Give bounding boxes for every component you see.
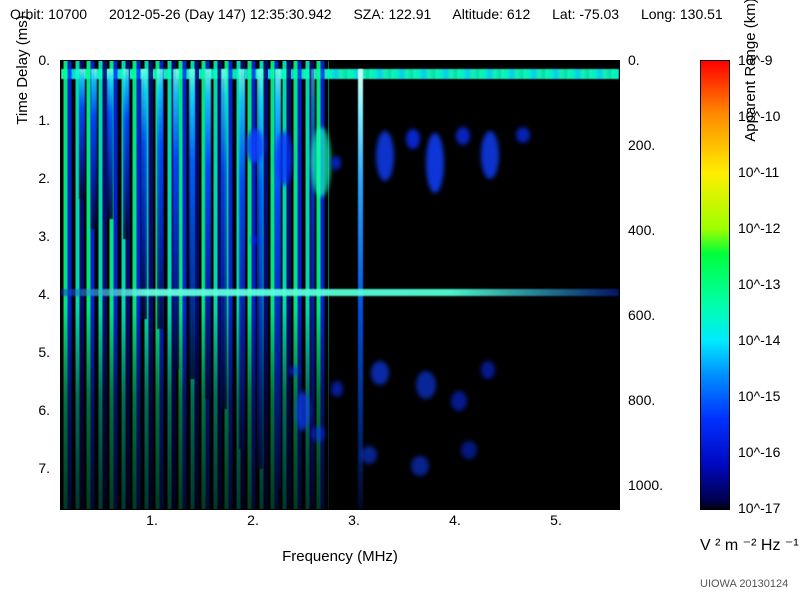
y-axis-ticks-right: 0. 200. 400. 600. 800. 1000. — [622, 60, 682, 510]
vertical-emission-line — [189, 69, 195, 379]
y-tick-label: 2. — [38, 170, 50, 186]
colorbar-tick: 10^-13 — [738, 276, 780, 292]
x-tick-label: 3. — [348, 512, 360, 528]
colorbar-tick: 10^-16 — [738, 444, 780, 460]
noise-blob — [276, 131, 292, 186]
y-tick-label-right: 200. — [628, 137, 655, 153]
noise-blob — [461, 441, 477, 459]
noise-blob — [426, 133, 444, 193]
noise-blob — [311, 127, 331, 197]
y-tick-label-right: 1000. — [628, 477, 663, 493]
vertical-emission-line — [123, 69, 129, 239]
vertical-emission-line — [107, 69, 113, 219]
x-tick-label: 1. — [146, 512, 158, 528]
vertical-emission-line — [221, 69, 227, 409]
x-tick-label: 5. — [550, 512, 562, 528]
y-tick-label-right: 600. — [628, 307, 655, 323]
colorbar[interactable]: 10^-9 10^-10 10^-11 10^-12 10^-13 10^-14… — [700, 60, 730, 510]
noise-blob — [331, 156, 341, 170]
colorbar-tick: 10^-11 — [738, 164, 779, 180]
attribution-label: UIOWA 20130124 — [700, 578, 788, 590]
noise-blob — [516, 127, 530, 143]
noise-blob — [311, 426, 325, 442]
noise-blob — [246, 129, 264, 163]
altitude-label: Altitude: 612 — [452, 6, 530, 22]
y-tick-label: 0. — [38, 52, 50, 68]
x-tick-label: 4. — [449, 512, 461, 528]
long-label: Long: 130.51 — [641, 6, 723, 22]
vertical-emission-line — [173, 69, 179, 369]
x-tick-label: 2. — [247, 512, 259, 528]
colorbar-tick: 10^-15 — [738, 388, 780, 404]
header-info-bar: Orbit: 10700 2012-05-26 (Day 147) 12:35:… — [10, 6, 790, 24]
y-tick-label: 6. — [38, 402, 50, 418]
y-tick-label-right: 400. — [628, 222, 655, 238]
vertical-emission-line — [79, 69, 85, 199]
y-tick-label: 7. — [38, 460, 50, 476]
colorbar-gradient — [700, 60, 730, 510]
y-axis-ticks-left: 0. 1. 2. 3. 4. 5. 6. 7. — [0, 60, 56, 510]
noise-blob — [481, 361, 495, 379]
vertical-emission-line — [205, 69, 211, 399]
colorbar-tick: 10^-14 — [738, 332, 780, 348]
noise-blob — [481, 131, 499, 179]
y-tick-label-right: 0. — [628, 52, 640, 68]
y-tick-label: 5. — [38, 344, 50, 360]
colorbar-tick-labels: 10^-9 10^-10 10^-11 10^-12 10^-13 10^-14… — [730, 60, 780, 510]
noise-blob — [296, 391, 310, 431]
lat-label: Lat: -75.03 — [552, 6, 619, 22]
noise-blob — [361, 446, 377, 464]
noise-blob — [416, 371, 436, 399]
noise-blob — [456, 127, 470, 145]
vertical-emission-line — [91, 69, 97, 229]
x-axis-title: Frequency (MHz) — [60, 548, 620, 565]
noise-blob — [251, 236, 259, 244]
ionogram-heatmap[interactable] — [60, 60, 620, 510]
vertical-emission-line — [141, 69, 147, 319]
noise-blob — [331, 381, 343, 397]
x-axis-ticks: 1. 2. 3. 4. 5. — [60, 510, 620, 530]
y-tick-label: 1. — [38, 112, 50, 128]
vertical-emission-line — [239, 69, 245, 449]
noise-blob — [376, 131, 394, 181]
noise-blob — [406, 129, 420, 149]
sza-label: SZA: 122.91 — [353, 6, 431, 22]
spectrogram-canvas — [61, 61, 619, 509]
colorbar-tick: 10^-10 — [738, 108, 780, 124]
horizontal-echo-line — [61, 289, 619, 296]
y-tick-label: 4. — [38, 286, 50, 302]
date-label: 2012-05-26 (Day 147) 12:35:30.942 — [109, 6, 332, 22]
noise-blob — [289, 366, 299, 376]
colorbar-tick: 10^-9 — [738, 52, 773, 68]
colorbar-tick: 10^-17 — [738, 500, 780, 516]
colorbar-tick: 10^-12 — [738, 220, 780, 236]
noise-blob — [371, 361, 389, 385]
ionogram-window: Orbit: 10700 2012-05-26 (Day 147) 12:35:… — [0, 0, 800, 600]
y-tick-label-right: 800. — [628, 392, 655, 408]
noise-blob — [451, 391, 467, 411]
noise-blob — [411, 456, 429, 476]
y-tick-label: 3. — [38, 228, 50, 244]
colorbar-unit-label: V ² m ⁻² Hz ⁻¹ — [700, 535, 799, 555]
